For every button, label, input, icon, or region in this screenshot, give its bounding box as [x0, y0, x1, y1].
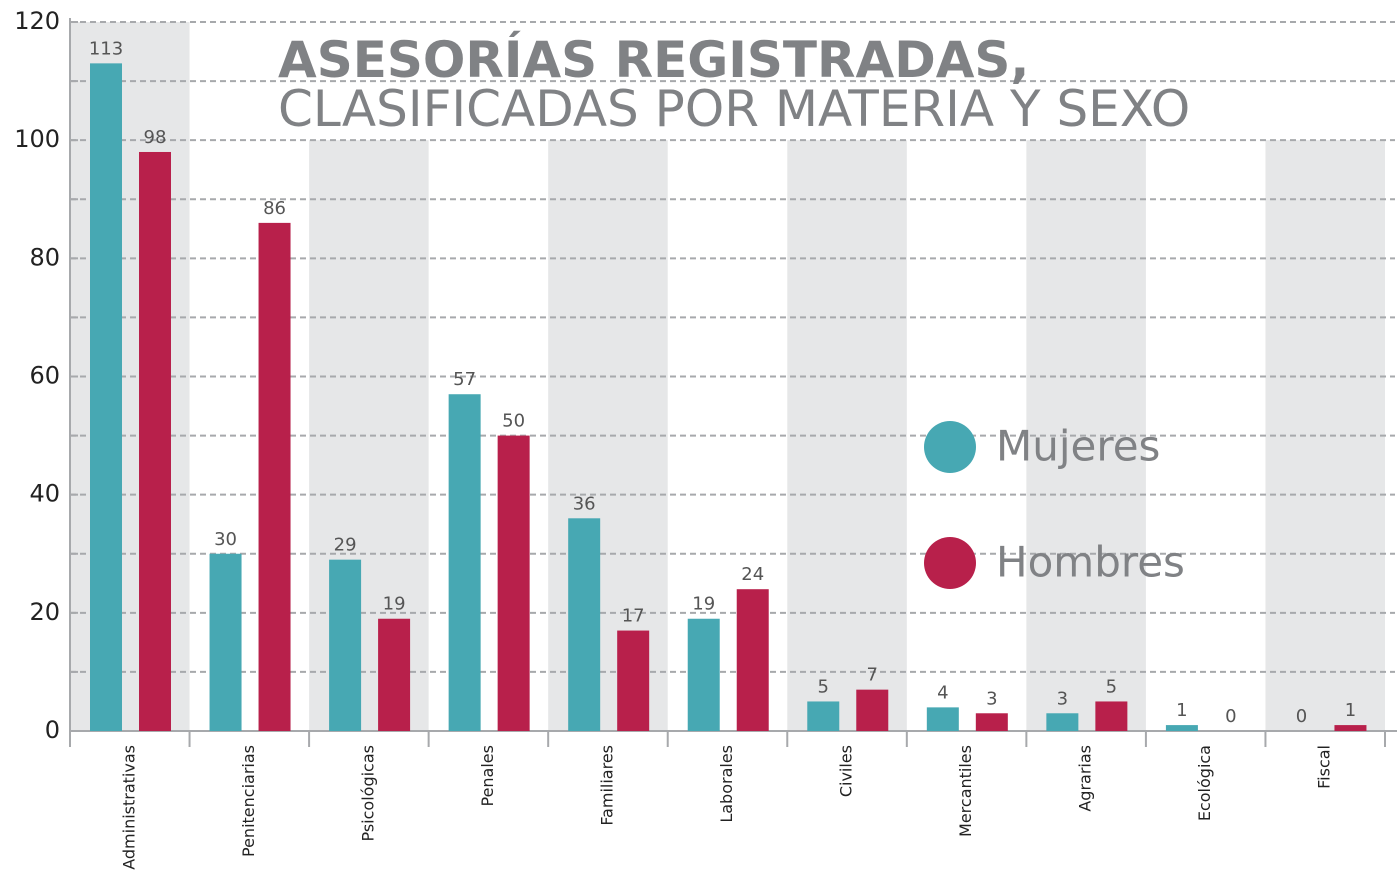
- background-band: [787, 140, 907, 731]
- value-label: 30: [214, 529, 237, 550]
- bar: [497, 435, 530, 731]
- x-tick-label: Civiles: [837, 745, 856, 797]
- bar: [1165, 725, 1198, 731]
- chart-title: CLASIFICADAS POR MATERIA Y SEXO: [278, 80, 1190, 138]
- y-tick-label: 0: [45, 716, 60, 744]
- value-label: 17: [622, 606, 645, 627]
- x-tick-label: Familiares: [597, 745, 616, 826]
- y-tick-label: 40: [29, 480, 60, 508]
- x-tick-label: Penitenciarias: [239, 745, 258, 857]
- x-tick-label: Ecológica: [1195, 745, 1214, 821]
- value-label: 0: [1296, 706, 1307, 727]
- value-label: 4: [937, 682, 948, 703]
- value-label: 113: [89, 38, 123, 59]
- value-label: 24: [741, 564, 764, 585]
- bar: [736, 589, 769, 731]
- value-label: 1: [1176, 700, 1187, 721]
- marks: Administrativas11398Penitenciarias3086Ps…: [89, 38, 1367, 870]
- x-tick-label: Laborales: [717, 745, 736, 823]
- bar: [975, 713, 1008, 731]
- value-label: 7: [867, 665, 878, 686]
- y-tick-label: 80: [29, 243, 60, 271]
- x-tick-label: Agrarias: [1076, 745, 1095, 812]
- value-label: 3: [1057, 688, 1068, 709]
- bar: [448, 394, 481, 731]
- bar: [378, 618, 411, 731]
- x-tick-label: Administrativas: [119, 745, 138, 870]
- x-tick-label: Penales: [478, 745, 497, 807]
- value-label: 5: [1106, 676, 1117, 697]
- bar: [807, 701, 840, 731]
- y-tick-label: 100: [14, 125, 60, 153]
- y-tick-label: 20: [29, 598, 60, 626]
- x-tick-label: Fiscal: [1315, 745, 1334, 789]
- legend-label: Mujeres: [996, 422, 1160, 471]
- bar: [568, 518, 601, 731]
- bar: [209, 553, 242, 731]
- value-label: 29: [334, 535, 357, 556]
- value-label: 19: [383, 594, 406, 615]
- value-label: 86: [263, 198, 286, 219]
- value-label: 1: [1345, 700, 1356, 721]
- legend-swatch: [924, 421, 976, 473]
- background-band: [548, 140, 668, 731]
- value-label: 36: [573, 493, 596, 514]
- y-tick-label: 120: [14, 7, 60, 35]
- bar: [926, 707, 959, 731]
- bar: [258, 222, 291, 731]
- legend-swatch: [924, 537, 976, 589]
- bar: [1334, 725, 1367, 731]
- bar: [617, 630, 650, 731]
- y-tick-label: 60: [29, 362, 60, 390]
- bar: [687, 618, 720, 731]
- legend-label: Hombres: [996, 538, 1185, 587]
- value-label: 57: [453, 369, 476, 390]
- bar: [1095, 701, 1128, 731]
- bar: [329, 559, 362, 731]
- value-label: 5: [818, 676, 829, 697]
- bar: [90, 63, 122, 731]
- bar: [139, 151, 171, 731]
- bar: [856, 689, 889, 731]
- x-tick-label: Mercantiles: [956, 745, 975, 837]
- value-label: 19: [692, 594, 715, 615]
- value-label: 98: [144, 127, 167, 148]
- chart-title: ASESORÍAS REGISTRADAS,: [278, 30, 1029, 89]
- value-label: 50: [502, 411, 525, 432]
- value-label: 0: [1225, 706, 1236, 727]
- bar: [1046, 713, 1079, 731]
- value-label: 3: [986, 688, 997, 709]
- x-tick-label: Psicológicas: [358, 745, 377, 842]
